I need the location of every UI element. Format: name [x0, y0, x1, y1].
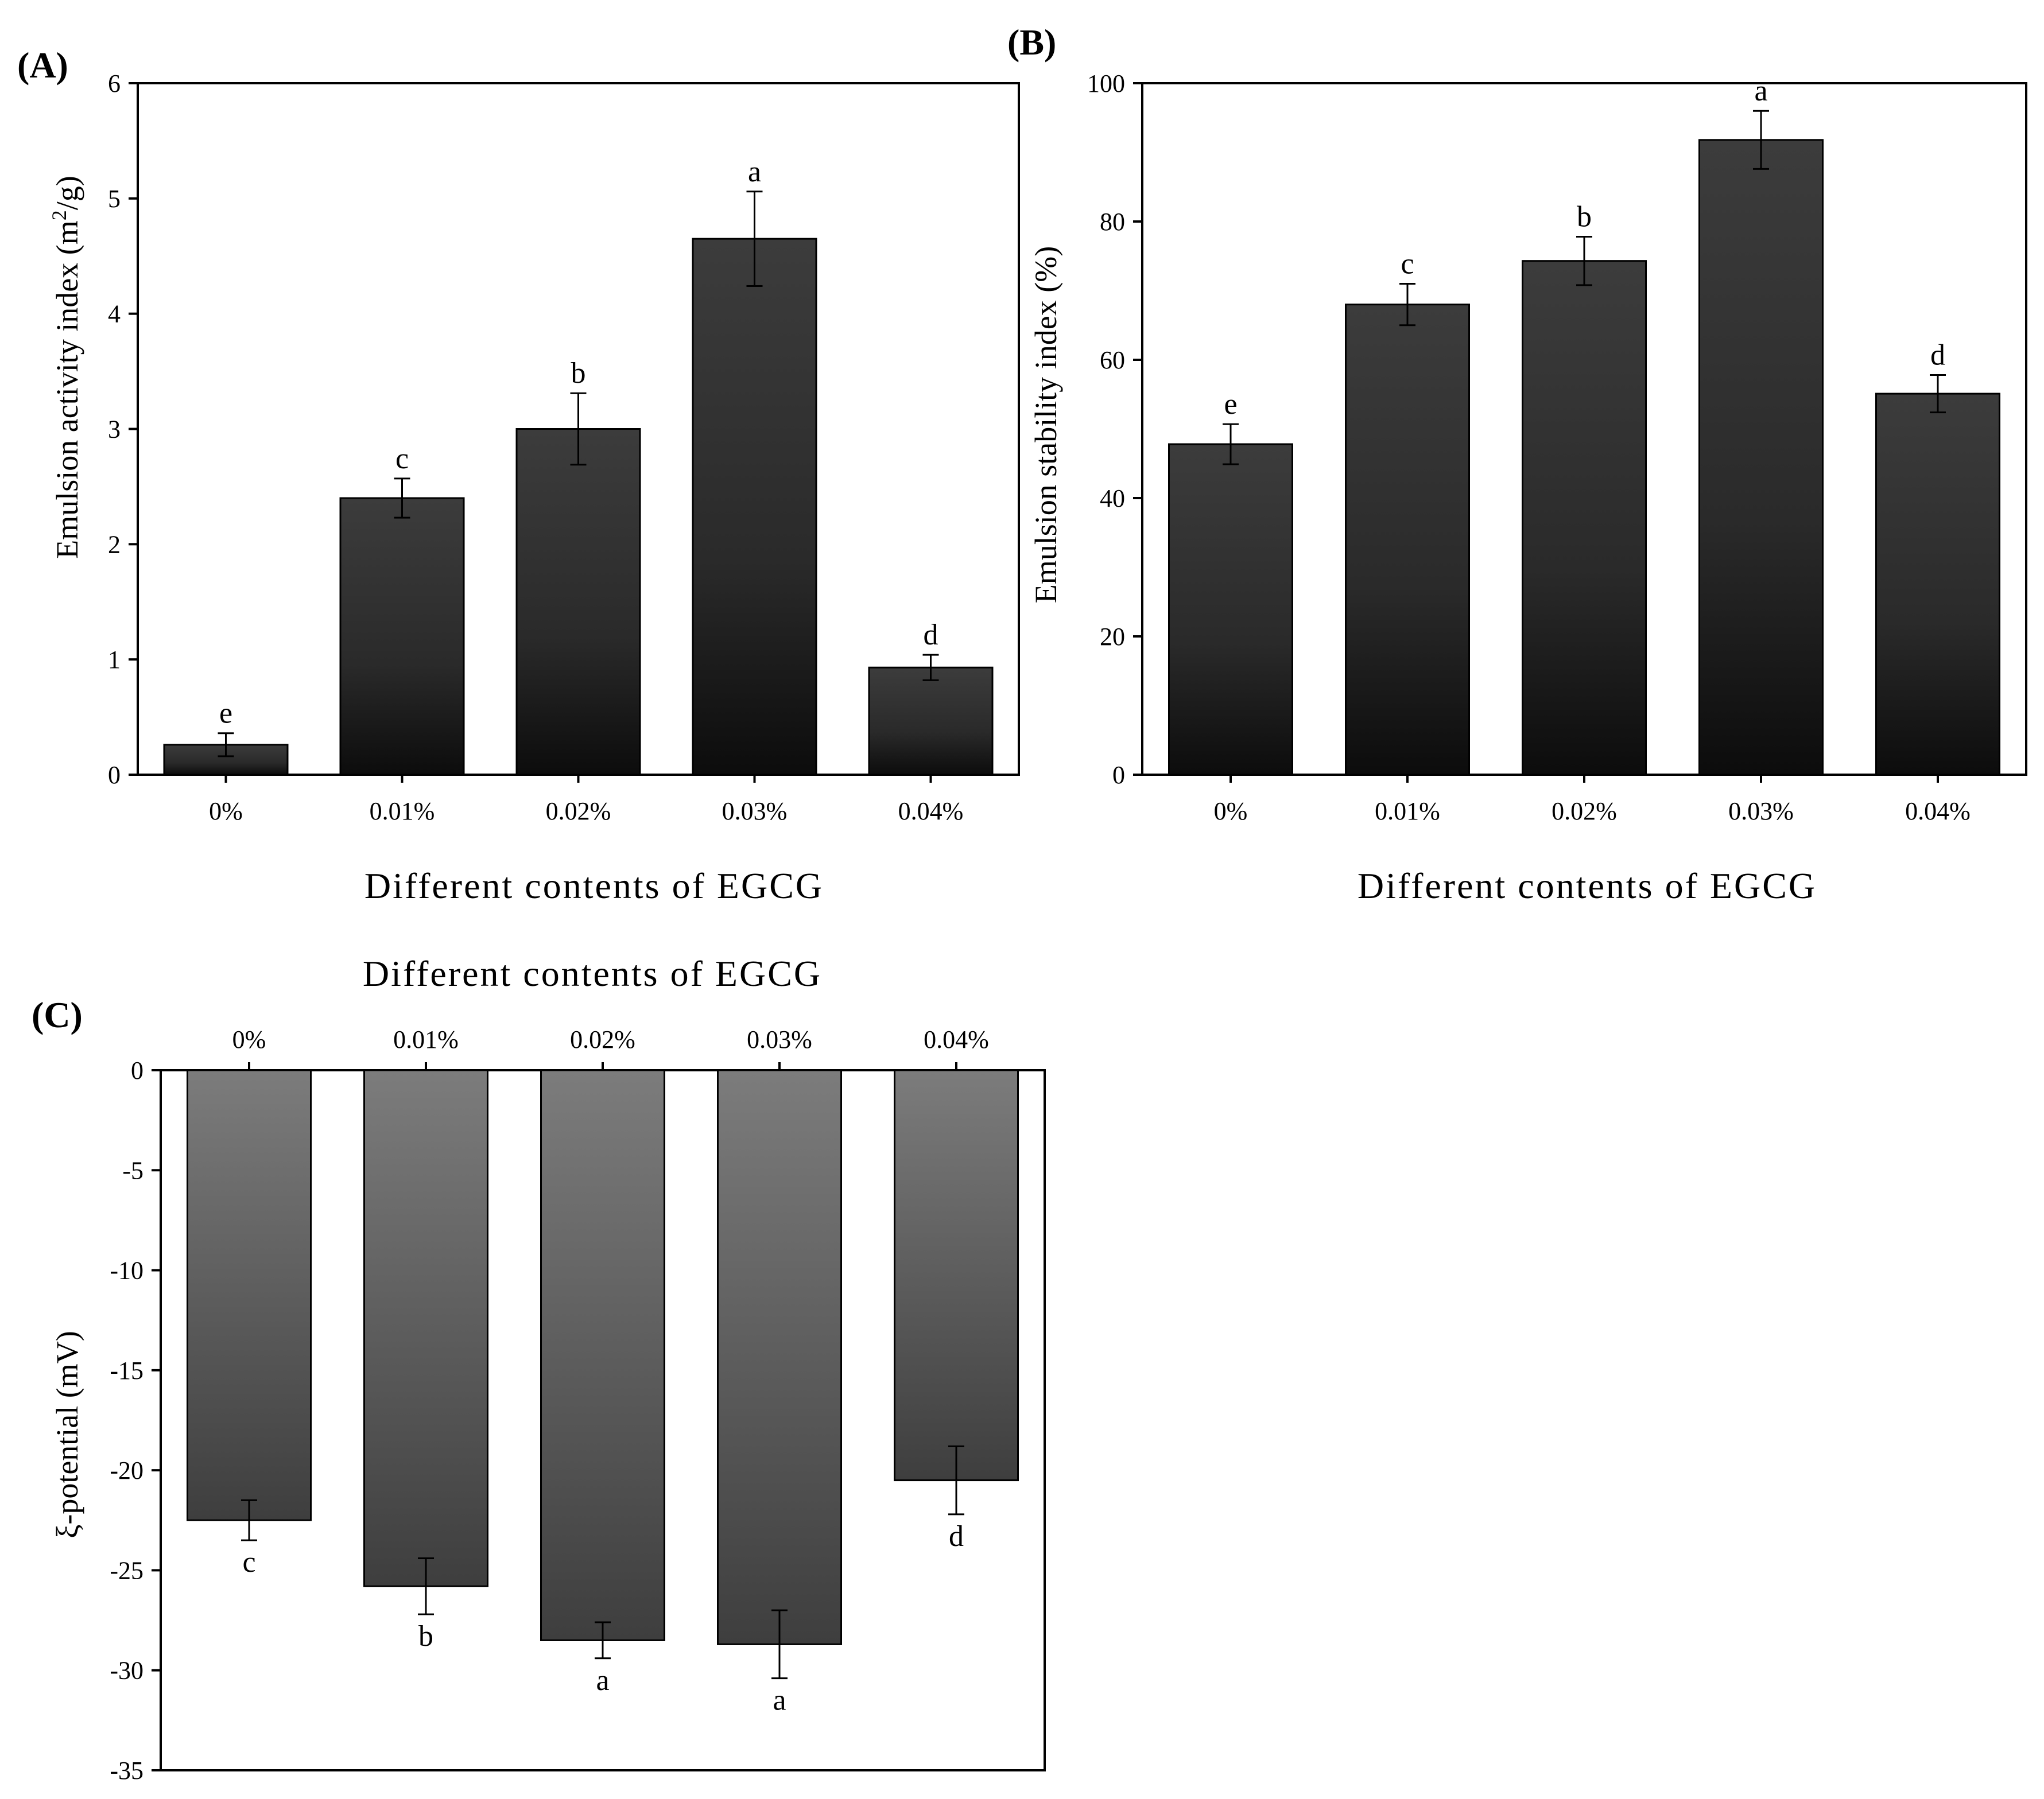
panel-c-y-tick-label: -5 — [122, 1156, 143, 1184]
panel-a-x-axis-title: Different contents of EGCG — [364, 865, 824, 906]
panel-c-y-axis-title: ξ-potential (mV) — [50, 1331, 84, 1538]
panel-b-category-label: 0.01% — [1375, 797, 1440, 825]
panel-c-significance-letter: c — [242, 1546, 255, 1579]
panel-c-category-label: 0.04% — [924, 1025, 989, 1054]
panel-a-bar — [163, 744, 289, 776]
panel-a-chart: (A) Emulsion activity index (m2/g) Diffe… — [17, 45, 1020, 906]
panel-b-bar — [1522, 260, 1647, 776]
panel-a-y-tick-label: 2 — [108, 530, 121, 558]
panel-b-significance-letter: b — [1577, 201, 1592, 234]
panel-a-y-tick-label: 4 — [108, 300, 121, 328]
panel-c-bar — [363, 1069, 488, 1587]
panel-b-significance-letter: c — [1401, 247, 1414, 280]
panel-a-category-label: 0.04% — [898, 797, 964, 825]
panel-a-category-label: 0.02% — [546, 797, 611, 825]
panel-b-bar — [1345, 304, 1470, 776]
panel-c-significance-letter: b — [418, 1620, 433, 1653]
panel-a-bar — [692, 238, 817, 776]
panel-a-significance-letter: d — [924, 619, 938, 651]
panel-c-category-label: 0.02% — [570, 1025, 635, 1054]
panel-c-significance-letter: a — [596, 1664, 609, 1697]
panel-b-category-label: 0.02% — [1552, 797, 1617, 825]
panel-b-x-axis-title: Different contents of EGCG — [1358, 865, 1817, 906]
panel-b-chart: (B) Emulsion stability index (%) Differe… — [1007, 22, 2027, 906]
panel-a-bar — [515, 428, 641, 776]
panel-c-y-tick-label: -15 — [110, 1357, 143, 1385]
panel-b-y-tick-label: 100 — [1087, 69, 1125, 98]
panel-a-y-tick-label: 6 — [108, 69, 121, 98]
panel-b-y-axis-title: Emulsion stability index (%) — [1029, 246, 1063, 603]
panel-b-y-tick-label: 40 — [1100, 484, 1125, 512]
panel-b-bar — [1168, 443, 1293, 776]
panel-a-y-tick-label: 3 — [108, 415, 121, 444]
panel-c-y-tick-label: 0 — [131, 1056, 143, 1085]
panel-b-significance-letter: a — [1754, 75, 1767, 107]
panel-b-significance-letter: e — [1224, 388, 1237, 421]
panel-c-category-label: 0.03% — [747, 1025, 812, 1054]
panel-a-category-label: 0% — [209, 797, 243, 825]
panel-a-category-label: 0.03% — [722, 797, 788, 825]
panel-c-bar — [540, 1069, 665, 1641]
panel-a-significance-letter: c — [395, 442, 409, 475]
panel-a-y-tick-label: 1 — [108, 646, 121, 674]
panel-c-significance-letter: d — [949, 1520, 964, 1553]
panel-c-y-tick-label: -10 — [110, 1257, 143, 1285]
panel-c-y-tick-label: -25 — [110, 1556, 143, 1584]
panel-b-category-label: 0.03% — [1728, 797, 1794, 825]
panel-c-x-axis-title: Different contents of EGCG — [363, 953, 822, 994]
panel-a-y-axis-superscript: 2 — [48, 210, 71, 220]
panel-a-category-label: 0.01% — [370, 797, 435, 825]
panel-c-chart: Different contents of EGCG (C) ξ-potenti… — [32, 953, 1046, 1785]
panel-c-y-tick-label: -30 — [110, 1657, 143, 1685]
panel-c-label: (C) — [32, 994, 83, 1035]
panel-b-category-label: 0.04% — [1905, 797, 1971, 825]
panel-a-bar — [339, 497, 465, 776]
panel-c-y-tick-label: -20 — [110, 1456, 143, 1485]
panel-b-significance-letter: d — [1930, 339, 1945, 372]
panel-b-y-tick-label: 80 — [1100, 208, 1125, 236]
panel-c-y-tick-label: -35 — [110, 1757, 143, 1785]
panel-b-y-tick-label: 20 — [1100, 623, 1125, 651]
panel-b-y-tick-label: 0 — [1112, 761, 1125, 789]
panel-a-y-tick-label: 5 — [108, 185, 121, 213]
panel-c-bar — [717, 1069, 842, 1645]
panel-a-significance-letter: a — [748, 156, 761, 188]
panel-b-bar — [1875, 393, 2000, 776]
panel-a-label: (A) — [17, 45, 68, 86]
panel-a-significance-letter: e — [219, 697, 232, 730]
panel-b-label: (B) — [1007, 22, 1056, 63]
panel-a-bar — [868, 666, 994, 776]
panel-c-bar — [894, 1069, 1019, 1482]
panel-a-y-axis-title: Emulsion activity index (m2/g) — [48, 176, 84, 558]
panel-a-significance-letter: b — [571, 357, 586, 390]
panel-c-bar — [187, 1069, 312, 1521]
panel-c-significance-letter: a — [773, 1684, 786, 1717]
panel-a-y-tick-label: 0 — [108, 761, 121, 789]
panel-b-bar — [1698, 139, 1824, 776]
panel-c-category-label: 0.01% — [393, 1025, 459, 1054]
panel-a-y-axis-unit-tail: /g) — [50, 176, 84, 210]
panel-b-category-label: 0% — [1214, 797, 1248, 825]
panel-b-y-tick-label: 60 — [1100, 346, 1125, 374]
panel-c-category-label: 0% — [232, 1025, 266, 1054]
